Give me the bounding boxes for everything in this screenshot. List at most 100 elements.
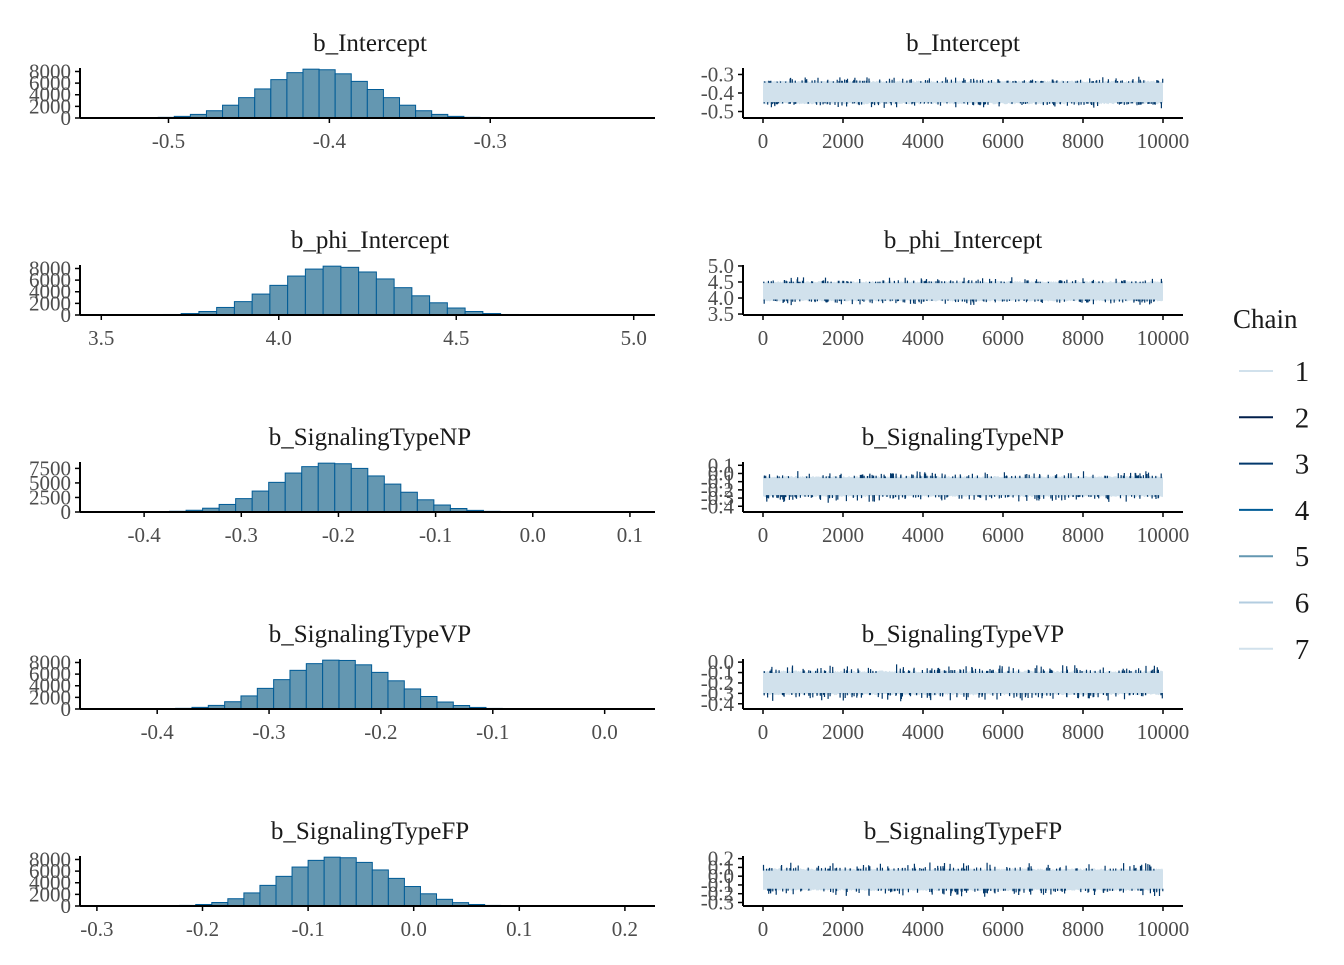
histogram-bar (356, 862, 372, 906)
histogram-bar (269, 482, 286, 512)
x-tick-label: 0 (758, 720, 769, 744)
histogram-bar (323, 266, 341, 315)
histogram-bar (319, 70, 335, 118)
histogram-bar (239, 98, 255, 118)
y-tick-label: 8000 (29, 650, 71, 674)
legend-label: 7 (1295, 634, 1310, 666)
histogram-bar (302, 467, 319, 512)
histogram-bar (447, 308, 465, 315)
histogram-bar (351, 468, 368, 512)
panels-group: b_Intercept-0.5-0.4-0.302000400060008000… (29, 30, 1189, 941)
panel-title: b_phi_Intercept (291, 227, 449, 254)
legend-title: Chain (1233, 304, 1298, 334)
histogram-bar (355, 665, 371, 709)
histogram-bar (420, 894, 436, 906)
histogram-bar (417, 500, 434, 512)
x-tick-label: 8000 (1062, 129, 1104, 153)
x-tick-label: -0.3 (474, 129, 507, 153)
x-tick-label: -0.5 (152, 129, 185, 153)
histogram-bar (404, 887, 420, 906)
histogram-bar (339, 660, 355, 709)
panel-title: b_SignalingTypeFP (271, 818, 469, 845)
x-tick-label: -0.3 (80, 917, 113, 941)
legend-label: 3 (1295, 449, 1310, 481)
x-tick-label: -0.1 (476, 720, 509, 744)
histogram-bar (260, 885, 276, 906)
histogram-bar (318, 463, 335, 512)
histogram-bar (340, 858, 356, 906)
x-tick-label: 10000 (1137, 129, 1190, 153)
histogram-bar (244, 893, 260, 906)
x-tick-label: 4.0 (266, 326, 292, 350)
histogram-bar (306, 664, 322, 709)
histogram-bar (430, 303, 448, 315)
histogram-bar (255, 89, 271, 118)
legend-label: 5 (1295, 541, 1310, 573)
histogram-bar (288, 276, 306, 315)
panel-title: b_SignalingTypeVP (862, 621, 1064, 648)
chain-legend: Chain 1 2 3 4 5 6 7 (1233, 304, 1310, 666)
histogram-bar (257, 688, 273, 709)
x-tick-label: -0.1 (419, 523, 452, 547)
y-tick-label: 0.1 (708, 453, 734, 477)
histogram-bar (416, 111, 432, 118)
x-tick-label: 6000 (982, 129, 1024, 153)
panel-title: b_SignalingTypeNP (269, 424, 471, 451)
legend-label: 4 (1295, 495, 1310, 527)
y-tick-label: 8000 (29, 256, 71, 280)
y-tick-label: 7500 (29, 456, 71, 480)
histogram-bar (285, 473, 302, 512)
trace-band (763, 476, 1163, 497)
y-tick-label: 8000 (29, 59, 71, 83)
legend-item-chain-6: 6 (1239, 588, 1309, 620)
x-tick-label: 4000 (902, 129, 944, 153)
x-tick-label: 8000 (1062, 720, 1104, 744)
x-tick-label: 0.2 (612, 917, 638, 941)
histogram-bar (217, 307, 235, 315)
x-tick-label: 3.5 (88, 326, 114, 350)
x-tick-label: 0 (758, 326, 769, 350)
legend-items: 1 2 3 4 5 6 7 (1239, 356, 1310, 666)
histogram-bar (303, 69, 319, 118)
histogram-bar (384, 484, 401, 512)
histogram-bar (351, 81, 367, 118)
legend-item-chain-3: 3 (1239, 449, 1309, 481)
legend-label: 6 (1295, 588, 1310, 620)
histogram-bar (368, 476, 385, 512)
x-tick-label: -0.2 (186, 917, 219, 941)
histogram-bar (367, 90, 383, 118)
legend-item-chain-7: 7 (1239, 634, 1309, 666)
histogram-bar (287, 73, 303, 118)
panel-title: b_SignalingTypeFP (864, 818, 1062, 845)
histogram-bar (412, 296, 430, 315)
histogram-bar (290, 670, 306, 709)
trace-band (763, 671, 1163, 696)
legend-label: 1 (1295, 356, 1310, 388)
x-tick-label: 6000 (982, 917, 1024, 941)
x-tick-label: 2000 (822, 523, 864, 547)
x-tick-label: 0.1 (506, 917, 532, 941)
x-tick-label: 0 (758, 917, 769, 941)
histogram-bar (324, 857, 340, 906)
x-tick-label: 4000 (902, 720, 944, 744)
x-tick-label: -0.4 (128, 523, 162, 547)
histogram-bar (372, 870, 388, 906)
panel-title: b_SignalingTypeNP (862, 424, 1064, 451)
x-tick-label: 5.0 (621, 326, 647, 350)
y-tick-label: -0.3 (701, 62, 734, 86)
legend-item-chain-2: 2 (1239, 402, 1309, 434)
histogram-bar (270, 285, 288, 315)
histogram-bar (223, 105, 239, 118)
y-tick-label: 0.0 (708, 650, 734, 674)
histogram-bar (383, 98, 399, 118)
histogram-bar (372, 672, 388, 709)
x-tick-label: 10000 (1137, 720, 1190, 744)
histogram-bar (271, 80, 287, 118)
x-tick-label: -0.1 (291, 917, 324, 941)
